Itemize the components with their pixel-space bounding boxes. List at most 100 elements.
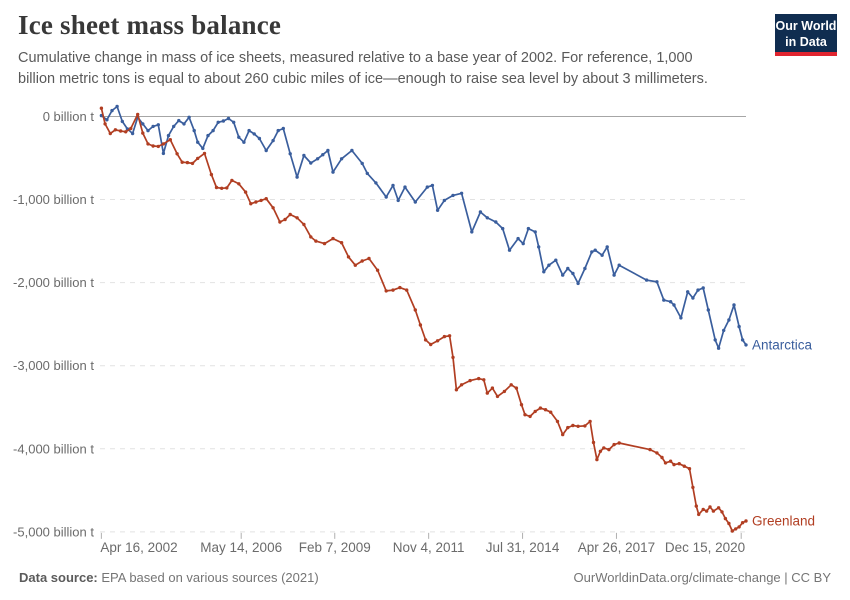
greenland-point xyxy=(591,440,596,445)
greenland-point xyxy=(103,122,107,126)
antarctica-point xyxy=(590,250,594,254)
antarctica-point xyxy=(201,146,205,151)
antarctica-point xyxy=(435,208,440,212)
antarctica-point xyxy=(566,266,570,271)
antarctica-point xyxy=(561,273,565,277)
antarctica-point xyxy=(600,253,604,257)
antarctica-point xyxy=(732,303,736,307)
antarctica-point xyxy=(146,128,150,133)
antarctica-point xyxy=(374,181,378,185)
data-source: Data source: EPA based on various source… xyxy=(19,566,319,590)
greenland-point xyxy=(259,198,263,203)
antarctica-point xyxy=(537,245,541,249)
greenland-point xyxy=(468,378,472,383)
greenland-point xyxy=(405,288,409,292)
greenland-point xyxy=(209,172,214,177)
greenland-label[interactable]: Greenland xyxy=(752,514,815,529)
greenland-point xyxy=(288,212,292,217)
antarctica-point xyxy=(350,148,354,153)
antarctica-point xyxy=(542,270,546,274)
antarctica-point xyxy=(403,185,407,189)
greenland-point xyxy=(588,419,592,424)
antarctica-series[interactable]: Antarctica xyxy=(99,104,813,353)
greenland-line[interactable] xyxy=(100,107,747,532)
antarctica-point xyxy=(722,328,726,333)
greenland-point xyxy=(612,442,616,447)
owid-logo-line1: Our World xyxy=(775,19,837,33)
antarctica-point xyxy=(156,123,160,127)
antarctica-point xyxy=(161,151,166,156)
greenland-point xyxy=(533,409,537,414)
owid-logo[interactable]: Our World in Data xyxy=(775,14,837,56)
greenland-point xyxy=(190,161,195,166)
page-title: Ice sheet mass balance xyxy=(18,10,282,40)
greenland-point xyxy=(737,525,741,529)
greenland-point xyxy=(549,410,553,414)
greenland-point xyxy=(418,323,423,327)
greenland-point xyxy=(322,241,327,246)
x-axis-labels: Apr 16, 2002 May 14, 2006 Feb 7, 2009 Nov 4… xyxy=(100,540,745,555)
antarctica-point xyxy=(166,133,171,138)
antarctica-point xyxy=(478,210,483,214)
data-source-text: EPA based on various sources (2021) xyxy=(101,570,319,585)
antarctica-point xyxy=(396,198,400,203)
greenland-point xyxy=(490,386,495,390)
greenland-point xyxy=(655,451,659,455)
antarctica-point xyxy=(192,128,196,133)
greenland-point xyxy=(477,376,481,381)
x-axis-ticks xyxy=(100,532,742,539)
antarctica-point xyxy=(605,245,609,249)
greenland-point xyxy=(514,386,519,390)
antarctica-point xyxy=(668,300,673,304)
antarctica-point xyxy=(430,183,435,188)
antarctica-point xyxy=(257,136,262,141)
greenland-point xyxy=(691,485,695,490)
antarctica-point xyxy=(696,288,700,292)
greenland-point xyxy=(617,441,621,445)
greenland-point xyxy=(454,388,459,392)
greenland-point xyxy=(124,130,128,134)
greenland-point xyxy=(668,459,673,463)
antarctica-point xyxy=(309,161,313,165)
y-tick-label: -2,000 billion t xyxy=(13,275,94,290)
greenland-point xyxy=(283,217,287,222)
greenland-point xyxy=(734,527,738,531)
greenland-point xyxy=(538,406,543,410)
greenland-point xyxy=(495,394,500,399)
greenland-point xyxy=(571,423,575,428)
y-tick-label: -1,000 billion t xyxy=(13,192,94,207)
x-tick-label: Apr 16, 2002 xyxy=(100,540,177,555)
greenland-point xyxy=(113,128,118,132)
greenland-point xyxy=(367,256,371,261)
antarctica-point xyxy=(177,118,181,123)
greenland-point xyxy=(353,263,357,267)
y-tick-label: 0 billion t xyxy=(43,109,95,124)
greenland-point xyxy=(566,425,570,430)
greenland-series[interactable]: Greenland xyxy=(99,106,815,533)
antarctica-line[interactable] xyxy=(100,105,747,350)
greenland-point xyxy=(561,432,565,437)
greenland-point xyxy=(429,342,433,347)
greenland-point xyxy=(339,241,344,245)
antarctica-point xyxy=(672,303,676,307)
greenland-point xyxy=(485,391,489,395)
antarctica-point xyxy=(576,281,580,286)
antarctica-point xyxy=(237,135,241,139)
greenland-point xyxy=(156,144,160,149)
greenland-point xyxy=(185,160,190,165)
greenland-point xyxy=(302,222,306,227)
antarctica-point xyxy=(339,157,344,161)
greenland-point xyxy=(723,516,728,521)
greenland-point xyxy=(459,383,464,387)
antarctica-point xyxy=(485,216,489,220)
greenland-point xyxy=(555,419,560,424)
greenland-point xyxy=(346,255,351,259)
antarctica-point xyxy=(331,170,335,174)
antarctica-label[interactable]: Antarctica xyxy=(752,337,813,352)
greenland-point xyxy=(220,186,224,190)
credit-link[interactable]: OurWorldinData.org/climate-change | CC B… xyxy=(573,570,831,585)
greenland-point xyxy=(687,467,692,471)
greenland-point xyxy=(502,389,507,394)
antarctica-point xyxy=(451,193,455,198)
y-gridlines xyxy=(100,115,746,533)
